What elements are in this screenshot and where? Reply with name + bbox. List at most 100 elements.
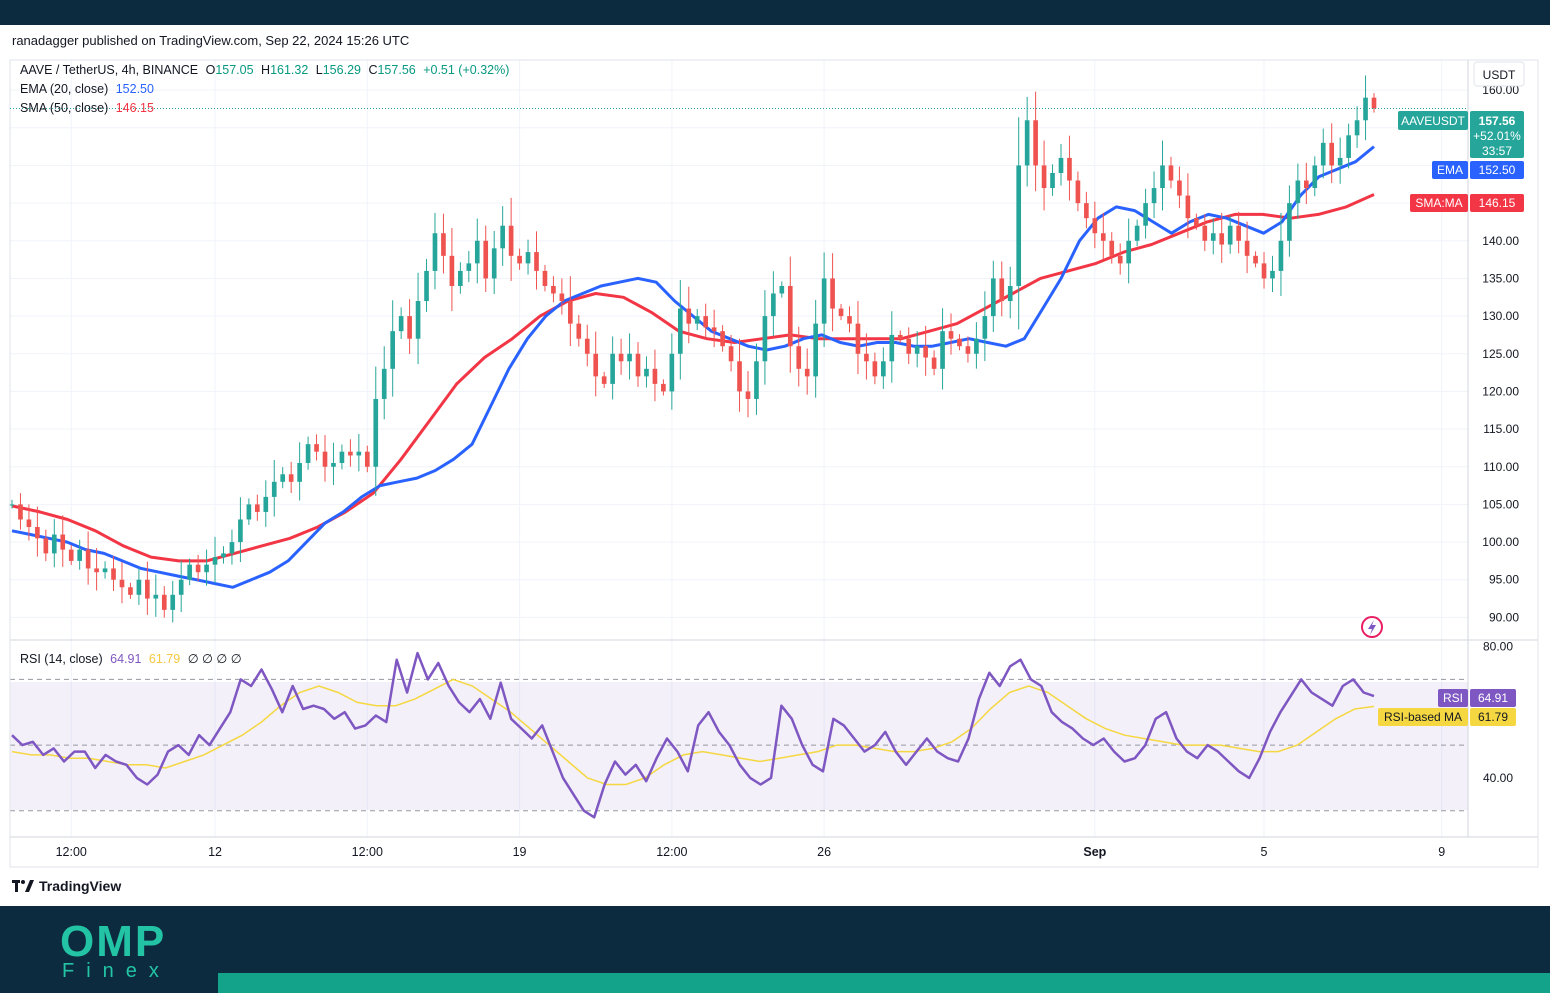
candle-body	[187, 564, 192, 580]
candle-body	[1016, 165, 1022, 286]
candle-body	[364, 451, 370, 467]
candle-body	[1075, 180, 1081, 204]
candle-body	[618, 353, 624, 362]
y-tick-label: 105.00	[1482, 497, 1519, 511]
candle-body	[1050, 172, 1055, 189]
candle-body	[813, 323, 818, 377]
candle-body	[601, 376, 607, 384]
candle-body	[60, 534, 66, 550]
last-price-tag	[1470, 111, 1524, 158]
x-tick-label: 5	[1261, 845, 1268, 859]
rsi-tick-label: 40.00	[1483, 771, 1513, 785]
x-tick-label: 12:00	[656, 845, 687, 859]
x-tick-label: 12:00	[56, 845, 87, 859]
candle-body	[474, 240, 480, 264]
candle-body	[1219, 233, 1225, 245]
candle-body	[644, 368, 649, 377]
candle-body	[238, 519, 243, 543]
candle-body	[990, 278, 996, 317]
candle-body	[948, 331, 954, 339]
omp-logo: OMP	[60, 917, 167, 966]
candle-body	[779, 285, 785, 294]
candle-body	[940, 331, 945, 369]
symbol-tag-text: AAVEUSDT	[1401, 114, 1465, 128]
candle-body	[593, 353, 599, 377]
candle-body	[161, 594, 167, 610]
candle-body	[982, 316, 988, 339]
sma-tag-text: SMA:MA	[1415, 196, 1462, 210]
candle-body	[1134, 225, 1140, 241]
y-tick-label: 95.00	[1489, 573, 1519, 587]
candle-body	[838, 308, 844, 317]
candle-body	[1033, 120, 1038, 166]
legend-rsi-value: 64.91	[110, 652, 142, 666]
symbol-tag	[1398, 111, 1468, 130]
candle-body	[246, 504, 252, 520]
candle-body	[694, 316, 700, 324]
rsi-ma-value: 61.79	[1478, 710, 1508, 724]
tradingview-text: TradingView	[39, 878, 122, 894]
candle-body	[661, 383, 666, 392]
candle-body	[1168, 165, 1174, 181]
candle-body	[1287, 203, 1292, 241]
lightning-icon[interactable]	[1361, 616, 1383, 638]
candle-body	[957, 338, 962, 347]
chart-panel[interactable]: 90.00 95.00 100.00 105.00 110.00 115.00 120.00…	[0, 52, 1550, 870]
candle-body	[1177, 180, 1182, 196]
candle-body	[128, 587, 133, 595]
x-tick-label: 12	[208, 845, 222, 859]
change-percent: +52.01%	[1473, 129, 1521, 143]
candle-body	[111, 568, 116, 580]
ema-tag-text: EMA	[1437, 163, 1463, 177]
candle-body	[931, 357, 937, 369]
legend-l-label: L	[315, 63, 323, 77]
candle-body	[534, 252, 539, 271]
candle-body	[897, 334, 903, 339]
candle-body	[145, 579, 150, 599]
candle-body	[407, 316, 412, 339]
candle-body	[1143, 203, 1148, 226]
candle-body	[1092, 218, 1098, 234]
candle-body	[398, 316, 404, 332]
candle-body	[449, 255, 455, 286]
legend-change: +0.51 (+0.32%)	[423, 63, 510, 77]
candle-body	[195, 564, 201, 573]
price-chart[interactable]: 90.00 95.00 100.00 105.00 110.00 115.00 120.00…	[0, 52, 1550, 870]
candle-body	[923, 346, 928, 358]
legend-l-value: 156.29	[322, 63, 361, 77]
candle-body	[652, 368, 658, 384]
y-tick-label: 120.00	[1482, 384, 1519, 398]
currency-selector[interactable]	[1473, 61, 1525, 87]
sma-price: 146.15	[1479, 196, 1516, 210]
tradingview-logo[interactable]: TradingView	[12, 878, 121, 894]
candle-body	[18, 504, 23, 520]
candle-body	[1354, 120, 1360, 136]
candle-body	[458, 270, 463, 286]
tradingview-icon	[12, 880, 34, 892]
candle-body	[711, 327, 717, 332]
rsi-value-tag	[1470, 689, 1516, 707]
candle-body	[221, 553, 226, 558]
candle-body	[677, 308, 683, 354]
candle-body	[356, 451, 362, 456]
currency-label: USDT	[1483, 68, 1516, 82]
candle-body	[1151, 188, 1157, 204]
candle-body	[373, 398, 379, 467]
y-tick-label: 125.00	[1482, 347, 1519, 361]
candle-body	[229, 542, 235, 554]
candle-body	[1261, 263, 1267, 279]
candle-body	[889, 334, 895, 362]
legend-rsi[interactable]: RSI (14, close) 64.91 61.79 ∅ ∅ ∅ ∅	[20, 651, 246, 666]
y-tick-label: 140.00	[1482, 234, 1519, 248]
ema-price: 152.50	[1479, 163, 1516, 177]
candle-body	[635, 353, 641, 377]
candle-body	[381, 368, 387, 399]
candle-body	[974, 338, 979, 354]
legend-h-value: 161.32	[270, 63, 309, 77]
candle-body	[1210, 233, 1216, 241]
candle-body	[305, 444, 311, 463]
candle-body	[441, 233, 446, 256]
legend-ema[interactable]: EMA (20, close) 152.50	[20, 82, 158, 96]
candle-body	[1363, 97, 1368, 121]
legend-sma[interactable]: SMA (50, close) 146.15	[20, 101, 158, 115]
